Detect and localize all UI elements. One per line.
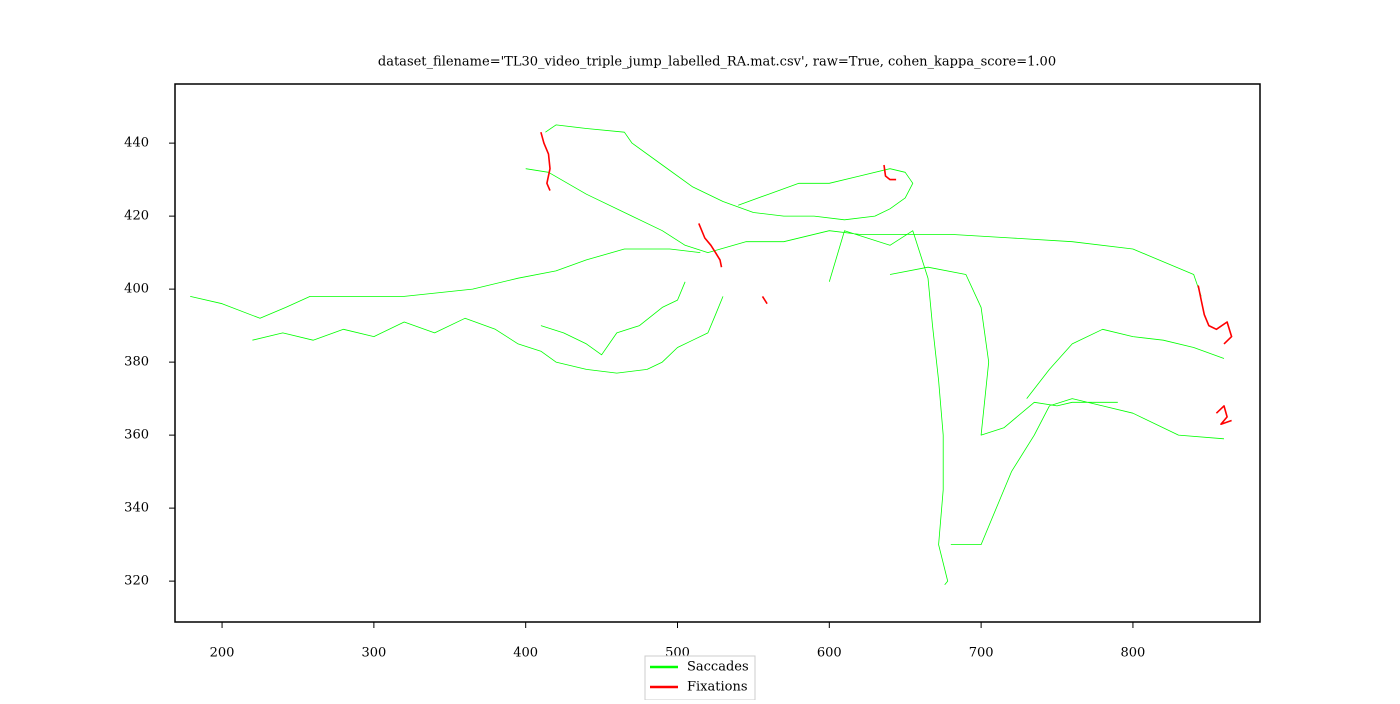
series-line (540, 131, 1233, 425)
legend-label: Saccades (687, 660, 749, 675)
x-tick-label: 300 (361, 646, 386, 661)
x-tick-label: 200 (210, 646, 235, 661)
y-tick-label: 420 (124, 209, 149, 224)
x-tick-label: 700 (969, 646, 994, 661)
y-tick-label: 340 (124, 501, 149, 516)
plot-frame (174, 83, 1261, 623)
y-tick-label: 360 (124, 428, 149, 443)
y-tick-label: 440 (124, 136, 149, 151)
x-tick-label: 800 (1121, 646, 1146, 661)
legend-label: Fixations (687, 680, 748, 695)
series-line (190, 124, 1225, 586)
x-tick-label: 400 (513, 646, 538, 661)
y-tick-label: 400 (124, 282, 149, 297)
legend-box (644, 655, 756, 701)
y-tick-label: 380 (124, 355, 149, 370)
y-tick-label: 320 (124, 574, 149, 589)
chart-title: dataset_filename='TL30_video_triple_jump… (378, 55, 1056, 70)
x-tick-label: 600 (817, 646, 842, 661)
